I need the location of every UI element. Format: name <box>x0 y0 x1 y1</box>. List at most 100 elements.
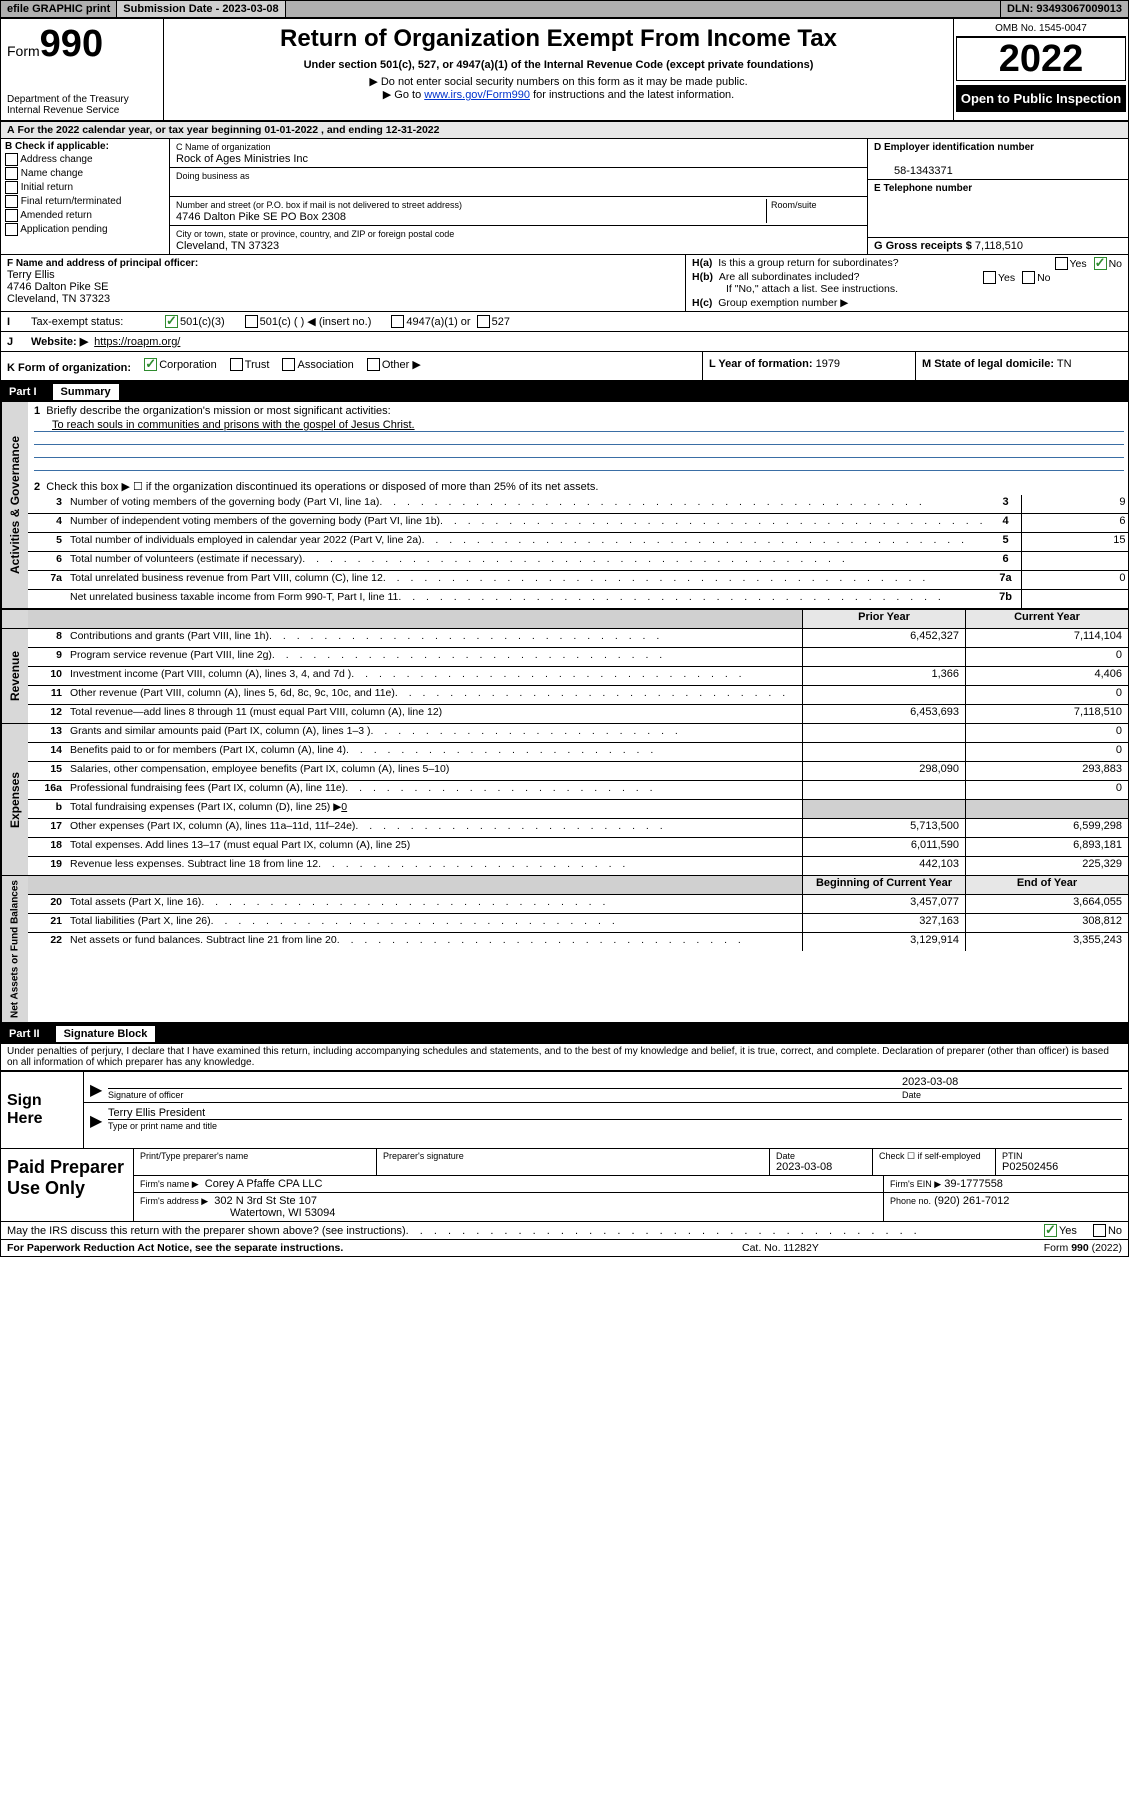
na-spacer <box>66 876 802 894</box>
dba-label: Doing business as <box>176 171 250 181</box>
r15-desc: Salaries, other compensation, employee b… <box>66 762 802 780</box>
r6-box: 6 <box>991 552 1022 570</box>
r5-desc: Total number of individuals employed in … <box>66 533 991 551</box>
mission-line <box>34 432 1124 445</box>
instructions-link-line: ▶ Go to www.irs.gov/Form990 for instruct… <box>172 88 945 101</box>
r7b-value <box>1022 590 1129 608</box>
r4-desc: Number of independent voting members of … <box>66 514 991 532</box>
r18-desc: Total expenses. Add lines 13–17 (must eq… <box>66 838 802 856</box>
r4-num: 4 <box>28 514 66 532</box>
efile-print[interactable]: efile GRAPHIC print <box>1 1 117 17</box>
final-return-checkbox[interactable]: Final return/terminated <box>5 195 165 208</box>
check-if-applicable: B Check if applicable: Address change Na… <box>1 139 170 254</box>
r22-num: 22 <box>28 933 66 951</box>
527-checkbox[interactable]: 527 <box>477 315 510 328</box>
r7a-box: 7a <box>991 571 1022 589</box>
r8-prior: 6,452,327 <box>802 629 965 647</box>
r3-desc: Number of voting members of the governin… <box>66 495 991 513</box>
hc-question: H(c) Group exemption number ▶ <box>692 297 1122 309</box>
may-no[interactable]: No <box>1093 1224 1122 1237</box>
r19-desc: Revenue less expenses. Subtract line 18 … <box>66 857 802 875</box>
assoc-checkbox[interactable]: Association <box>282 358 353 371</box>
hb-no[interactable]: No <box>1022 271 1050 284</box>
website-label: Website: ▶ <box>31 335 88 348</box>
r10-prior: 1,366 <box>802 667 965 685</box>
mission-line <box>34 458 1124 471</box>
amended-return-checkbox[interactable]: Amended return <box>5 209 165 222</box>
r16a-current: 0 <box>965 781 1128 799</box>
r22-end: 3,355,243 <box>965 933 1128 951</box>
r11-prior <box>802 686 965 704</box>
r20-end: 3,664,055 <box>965 895 1128 913</box>
submission-date: Submission Date - 2023-03-08 <box>117 1 285 17</box>
officer-name: Terry Ellis <box>7 269 55 281</box>
may-discuss-line: May the IRS discuss this return with the… <box>7 1225 1040 1237</box>
part1-header: Part I Summary <box>1 382 1128 402</box>
initial-return-checkbox[interactable]: Initial return <box>5 181 165 194</box>
r20-desc: Total assets (Part X, line 16). . . . . … <box>66 895 802 913</box>
name-change-checkbox[interactable]: Name change <box>5 167 165 180</box>
r7a-desc: Total unrelated business revenue from Pa… <box>66 571 991 589</box>
line-j-label: J <box>7 336 31 348</box>
r19-num: 19 <box>28 857 66 875</box>
instructions-link[interactable]: www.irs.gov/Form990 <box>424 89 530 101</box>
r16a-prior <box>802 781 965 799</box>
r21-desc: Total liabilities (Part X, line 26). . .… <box>66 914 802 932</box>
r11-desc: Other revenue (Part VIII, column (A), li… <box>66 686 802 704</box>
self-employed-cell[interactable]: Check ☐ if self-employed <box>873 1149 996 1175</box>
trust-checkbox[interactable]: Trust <box>230 358 270 371</box>
r17-prior: 5,713,500 <box>802 819 965 837</box>
r22-beg: 3,129,914 <box>802 933 965 951</box>
r3-value: 9 <box>1022 495 1129 513</box>
501c3-checkbox[interactable]: 501(c)(3) <box>165 315 225 328</box>
may-yes[interactable]: Yes <box>1044 1224 1077 1237</box>
form-title: Return of Organization Exempt From Incom… <box>172 25 945 53</box>
net-assets-label: Net Assets or Fund Balances <box>1 876 28 1022</box>
501c-checkbox[interactable]: 501(c) ( ) ◀ (insert no.) <box>245 315 372 328</box>
website-link[interactable]: https://roapm.org/ <box>94 336 180 348</box>
ha-no[interactable]: No <box>1094 257 1122 270</box>
hb-note: If "No," attach a list. See instructions… <box>692 283 1122 295</box>
r12-desc: Total revenue—add lines 8 through 11 (mu… <box>66 705 802 723</box>
app-pending-checkbox[interactable]: Application pending <box>5 223 165 236</box>
org-name-address: C Name of organization Rock of Ages Mini… <box>170 139 867 254</box>
r13-current: 0 <box>965 724 1128 742</box>
r16b-current <box>965 800 1128 818</box>
part2-header: Part II Signature Block <box>1 1024 1128 1044</box>
form-subtitle: Under section 501(c), 527, or 4947(a)(1)… <box>172 59 945 71</box>
signature-date: 2023-03-08 Date <box>902 1076 1122 1100</box>
other-checkbox[interactable]: Other ▶ <box>367 358 421 371</box>
na-spacer <box>28 876 66 894</box>
r16b-num: b <box>28 800 66 818</box>
ha-yes[interactable]: Yes <box>1055 257 1087 270</box>
preparer-sig-cell[interactable]: Preparer's signature <box>377 1149 770 1175</box>
r16b-prior <box>802 800 965 818</box>
4947-checkbox[interactable]: 4947(a)(1) or <box>391 315 470 328</box>
r19-prior: 442,103 <box>802 857 965 875</box>
firm-name-cell: Firm's name ▶ Corey A Pfaffe CPA LLC <box>134 1176 884 1192</box>
r16a-desc: Professional fundraising fees (Part IX, … <box>66 781 802 799</box>
mission-text: To reach souls in communities and prison… <box>34 419 1124 432</box>
year-formation-value: 1979 <box>816 358 840 370</box>
addr-change-checkbox[interactable]: Address change <box>5 153 165 166</box>
r21-num: 21 <box>28 914 66 932</box>
gross-receipts-label: G Gross receipts $ <box>874 240 972 252</box>
r17-current: 6,599,298 <box>965 819 1128 837</box>
street-address: 4746 Dalton Pike SE PO Box 2308 <box>176 211 346 223</box>
signature-line[interactable]: Signature of officer <box>108 1088 902 1100</box>
c-label: C Name of organization <box>176 142 271 152</box>
corp-checkbox[interactable]: Corporation <box>144 358 216 371</box>
end-year-header: End of Year <box>965 876 1128 894</box>
r15-num: 15 <box>28 762 66 780</box>
org-name: Rock of Ages Ministries Inc <box>176 153 308 165</box>
r15-current: 293,883 <box>965 762 1128 780</box>
hb-yes[interactable]: Yes <box>983 271 1015 284</box>
r8-num: 8 <box>28 629 66 647</box>
r20-beg: 3,457,077 <box>802 895 965 913</box>
r4-box: 4 <box>991 514 1022 532</box>
r9-num: 9 <box>28 648 66 666</box>
r5-value: 15 <box>1022 533 1129 551</box>
hdr-spacer <box>66 610 802 628</box>
expenses-label: Expenses <box>1 724 28 875</box>
r18-current: 6,893,181 <box>965 838 1128 856</box>
